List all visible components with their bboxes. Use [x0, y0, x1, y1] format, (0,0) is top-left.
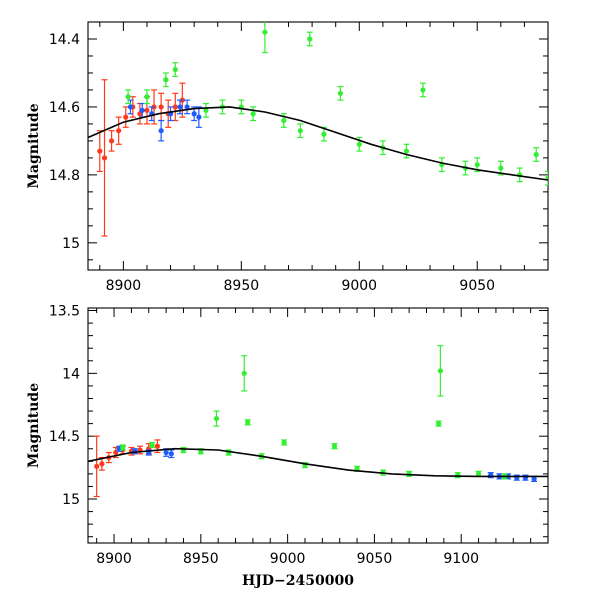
data-point	[297, 128, 303, 134]
data-point	[139, 107, 145, 113]
data-point	[120, 444, 126, 451]
data-point	[94, 463, 100, 469]
x-tick-label: 8900	[106, 278, 142, 294]
data-point	[184, 104, 190, 110]
x-axis-title: HJD−2450000	[242, 573, 354, 589]
x-tick-label: 9100	[443, 551, 479, 567]
y-tick-label: 14.8	[49, 168, 80, 184]
plot-frame	[87, 21, 549, 271]
data-point	[149, 442, 155, 448]
model-curve	[88, 106, 548, 181]
data-point	[125, 94, 131, 100]
data-point	[158, 104, 164, 110]
data-point	[331, 443, 338, 449]
model-curve	[88, 447, 548, 478]
y-tick-label: 14.6	[49, 100, 80, 116]
data-point	[437, 368, 443, 374]
data-point	[307, 36, 313, 42]
data-point	[144, 107, 150, 113]
data-point	[163, 77, 169, 83]
data-point	[108, 138, 115, 144]
data-point	[172, 66, 178, 73]
y-tick-label: 15	[62, 236, 80, 252]
x-tick-label: 9050	[459, 278, 495, 294]
y-tick-label: 14.5	[49, 429, 80, 445]
data-point	[191, 111, 197, 117]
data-layer	[88, 345, 548, 498]
data-point	[436, 421, 442, 427]
series-red	[96, 79, 186, 237]
plot-frame	[87, 307, 549, 544]
x-tick-label: 8900	[96, 551, 132, 567]
data-point	[533, 151, 539, 158]
x-tick-label: 9000	[270, 551, 306, 567]
data-point	[163, 449, 169, 456]
data-point	[203, 107, 209, 113]
data-point	[116, 128, 122, 134]
data-point	[455, 472, 461, 478]
y-tick-label: 14	[62, 366, 80, 382]
top-panel: 8900 8950 9000 9050 14.4 14.6 14.8 15 Magnitude	[26, 21, 549, 294]
data-point	[262, 29, 268, 35]
data-point	[196, 114, 202, 120]
data-point	[281, 439, 287, 446]
y-axis-title: Magnitude	[26, 103, 42, 188]
data-layer	[88, 22, 548, 237]
y-tick-label: 13.5	[49, 304, 80, 320]
data-point	[127, 104, 134, 110]
data-point	[281, 117, 287, 124]
x-tick-label: 8950	[183, 551, 219, 567]
data-point	[101, 155, 108, 161]
bottom-panel: 8900 8950 9000 9050 9100 13.5 14 14.5 15 Magnitud…	[26, 304, 549, 589]
data-point	[144, 94, 150, 100]
data-point	[245, 419, 251, 425]
data-point	[321, 131, 327, 137]
y-tick-label: 15	[62, 492, 80, 508]
data-point	[474, 162, 480, 168]
data-point	[241, 370, 247, 376]
data-point	[177, 104, 183, 110]
data-point	[475, 471, 482, 477]
data-point	[154, 443, 161, 449]
y-tick-label: 14.4	[49, 32, 80, 48]
data-point	[99, 461, 105, 467]
data-point	[250, 111, 256, 117]
data-point	[97, 148, 103, 154]
x-tick-label: 8950	[224, 278, 260, 294]
data-point	[337, 90, 344, 96]
series-blue	[127, 99, 202, 142]
data-point	[168, 451, 174, 457]
data-point	[420, 87, 426, 93]
data-point	[213, 415, 220, 422]
series-green	[119, 345, 508, 480]
y-axis-title: Magnitude	[26, 383, 42, 468]
data-point	[498, 165, 504, 171]
data-point	[531, 476, 537, 482]
x-tick-label: 9000	[341, 278, 377, 294]
data-point	[356, 141, 362, 147]
data-point	[172, 104, 178, 110]
data-point	[158, 128, 164, 134]
data-point	[403, 148, 410, 154]
x-tick-label: 9050	[357, 551, 393, 567]
series-green	[125, 22, 548, 186]
data-point	[123, 114, 129, 120]
